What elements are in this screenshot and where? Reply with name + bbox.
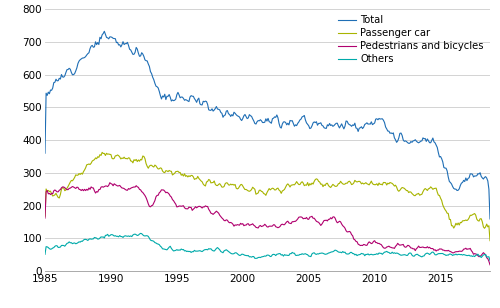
Pedestrians and bicycles	[487, 263, 493, 267]
Passenger car	[266, 187, 272, 190]
Pedestrians and bicycles	[42, 216, 48, 220]
Others	[266, 253, 272, 257]
Pedestrians and bicycles	[280, 223, 286, 226]
Pedestrians and bicycles	[107, 181, 113, 184]
Passenger car	[280, 188, 286, 192]
Others	[280, 254, 286, 258]
Total	[367, 122, 373, 126]
Passenger car	[99, 151, 105, 154]
Others	[214, 247, 220, 250]
Others	[485, 255, 491, 259]
Others	[42, 253, 48, 256]
Total	[102, 30, 107, 33]
Legend: Total, Passenger car, Pedestrians and bicycles, Others: Total, Passenger car, Pedestrians and bi…	[334, 11, 488, 68]
Line: Total: Total	[45, 31, 490, 219]
Line: Passenger car: Passenger car	[45, 152, 490, 241]
Passenger car	[485, 225, 491, 229]
Total	[278, 126, 284, 130]
Passenger car	[214, 184, 220, 187]
Pedestrians and bicycles	[266, 224, 272, 228]
Others	[367, 253, 373, 256]
Others	[278, 253, 284, 257]
Passenger car	[42, 214, 48, 218]
Others	[138, 232, 143, 235]
Total	[485, 179, 491, 183]
Passenger car	[487, 239, 493, 242]
Line: Pedestrians and bicycles: Pedestrians and bicycles	[45, 183, 490, 265]
Passenger car	[367, 181, 373, 185]
Total	[280, 120, 286, 124]
Total	[266, 120, 272, 124]
Total	[42, 151, 48, 155]
Total	[487, 217, 493, 221]
Pedestrians and bicycles	[485, 257, 491, 261]
Pedestrians and bicycles	[278, 223, 284, 226]
Pedestrians and bicycles	[367, 241, 373, 245]
Pedestrians and bicycles	[214, 209, 220, 213]
Line: Others: Others	[45, 233, 490, 261]
Others	[487, 259, 493, 262]
Total	[214, 105, 220, 108]
Passenger car	[278, 192, 284, 195]
